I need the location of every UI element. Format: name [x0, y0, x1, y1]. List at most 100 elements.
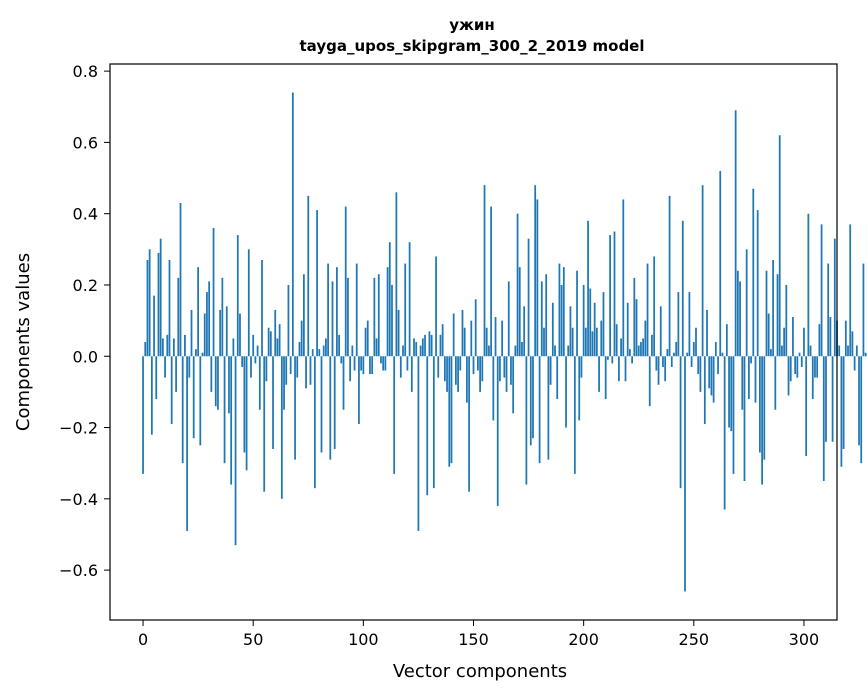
- bar-1: [144, 342, 147, 357]
- bar-215: [615, 324, 618, 357]
- bar-4: [150, 356, 153, 435]
- bar-198: [578, 356, 581, 421]
- bar-144: [459, 356, 462, 371]
- bar-314: [833, 238, 836, 357]
- bar-310: [825, 356, 827, 442]
- bar-25: [197, 267, 199, 357]
- bar-237: [664, 356, 667, 382]
- bar-232: [653, 256, 656, 357]
- bar-204: [591, 331, 594, 357]
- bar-30: [208, 281, 211, 357]
- bar-6: [155, 356, 158, 400]
- y-tick-label-6: 0.6: [73, 133, 98, 152]
- bar-274: [745, 249, 748, 357]
- bar-31: [210, 356, 213, 392]
- bar-69: [294, 356, 296, 460]
- x-tick-label-250: 250: [679, 630, 710, 649]
- bar-60: [274, 309, 277, 357]
- x-axis: 0 50 100 150 200 250 300: [138, 620, 819, 649]
- bar-90: [340, 356, 343, 364]
- bar-98: [358, 356, 360, 424]
- bar-319: [844, 320, 847, 357]
- bar-238: [666, 349, 669, 357]
- bar-207: [598, 356, 600, 392]
- bar-15: [175, 356, 177, 392]
- x-axis-label: Vector components: [393, 661, 567, 682]
- bar-323: [853, 356, 856, 371]
- bar-141: [452, 313, 455, 357]
- bar-83: [325, 338, 327, 357]
- bar-147: [466, 356, 468, 403]
- chart-subtitle: tayga_upos_skipgram_300_2_2019 model: [300, 37, 645, 55]
- x-tick-label-0: 0: [138, 630, 148, 649]
- bar-146: [463, 327, 466, 357]
- chart-title: ужин: [449, 16, 495, 34]
- bar-155: [483, 185, 486, 357]
- bar-137: [443, 356, 446, 382]
- bar-175: [527, 238, 530, 357]
- bar-217: [620, 338, 622, 357]
- bar-123: [413, 338, 415, 357]
- bar-271: [739, 281, 741, 357]
- bar-29: [206, 292, 208, 357]
- bar-296: [794, 356, 797, 375]
- bar-264: [723, 356, 726, 510]
- bar-267: [730, 356, 733, 432]
- bar-24: [195, 349, 197, 357]
- bar-70: [296, 356, 299, 378]
- bar-230: [648, 356, 651, 407]
- bar-42: [234, 356, 237, 546]
- bar-176: [529, 356, 532, 446]
- bar-191: [562, 267, 565, 357]
- bar-259: [712, 356, 715, 403]
- bar-151: [474, 299, 477, 357]
- bar-46: [243, 356, 246, 453]
- y-tick-label-3: 0.0: [73, 347, 98, 366]
- bar-183: [545, 274, 548, 357]
- bar-129: [426, 356, 429, 496]
- bar-61: [276, 338, 279, 357]
- bar-110: [384, 356, 387, 371]
- bar-195: [571, 327, 574, 357]
- bar-220: [626, 302, 629, 357]
- bar-86: [331, 281, 334, 357]
- bar-263: [721, 352, 724, 357]
- bar-80: [318, 349, 321, 357]
- bar-160: [494, 317, 497, 357]
- bar-253: [699, 356, 702, 392]
- bar-3: [148, 249, 151, 357]
- bar-107: [377, 274, 380, 357]
- bar-284: [767, 313, 770, 357]
- bar-36: [221, 277, 224, 357]
- bar-121: [408, 242, 411, 357]
- bar-270: [736, 270, 739, 357]
- bar-54: [261, 260, 263, 357]
- bar-307: [818, 324, 821, 357]
- bar-214: [613, 231, 616, 357]
- bar-153: [479, 356, 481, 392]
- bar-200: [582, 284, 585, 357]
- bar-33: [214, 356, 217, 407]
- bar-127: [421, 338, 424, 357]
- bar-186: [551, 302, 554, 357]
- x-tick-label-100: 100: [348, 630, 379, 649]
- bar-326: [860, 356, 863, 464]
- bar-169: [514, 345, 517, 357]
- bar-85: [329, 356, 332, 460]
- bar-62: [278, 324, 281, 357]
- bar-193: [567, 345, 570, 357]
- y-tick-label-7: 0.8: [73, 62, 98, 81]
- bar-88: [336, 267, 338, 357]
- bar-288: [776, 274, 779, 357]
- bar-308: [820, 224, 823, 357]
- bar-189: [558, 263, 561, 357]
- bar-162: [499, 356, 501, 382]
- bar-187: [554, 345, 556, 357]
- bar-295: [792, 317, 794, 357]
- bar-133: [435, 256, 437, 357]
- bar-233: [655, 356, 658, 371]
- bar-120: [406, 356, 409, 371]
- bar-287: [774, 356, 777, 410]
- bar-43: [236, 235, 239, 357]
